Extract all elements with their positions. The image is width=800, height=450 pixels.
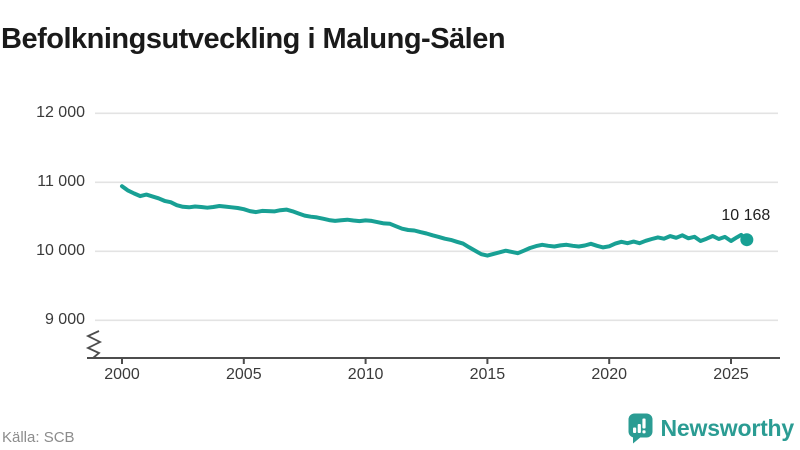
x-tick-label: 2000 <box>104 366 140 383</box>
y-tick-label: 10 000 <box>36 242 85 260</box>
y-tick-label: 11 000 <box>37 173 85 191</box>
brand-wordmark: Newsworthy <box>660 415 795 441</box>
newsworthy-logo[interactable]: Newsworthy <box>628 413 794 444</box>
x-axis <box>85 330 780 364</box>
population-line-series <box>120 184 754 258</box>
x-tick-label: 2025 <box>713 366 749 383</box>
x-tick-label: 2020 <box>591 366 627 383</box>
y-tick-label: 12 000 <box>36 104 85 122</box>
x-tick-label: 2005 <box>226 366 262 383</box>
source-caption: Källa: SCB <box>2 429 75 446</box>
bar-chart-speech-bubble-icon <box>628 413 653 444</box>
gridlines <box>95 112 778 322</box>
x-tick-label: 2015 <box>469 366 506 383</box>
population-line <box>120 184 749 258</box>
last-value-label: 10 168 <box>721 206 771 224</box>
y-tick-label: 9 000 <box>44 311 85 329</box>
x-tick-label: 2010 <box>347 366 384 383</box>
chart-title: Befolkningsutveckling i Malung-Sälen <box>1 23 506 56</box>
axis-break-zigzag <box>85 330 103 359</box>
last-value-dot <box>740 233 754 247</box>
